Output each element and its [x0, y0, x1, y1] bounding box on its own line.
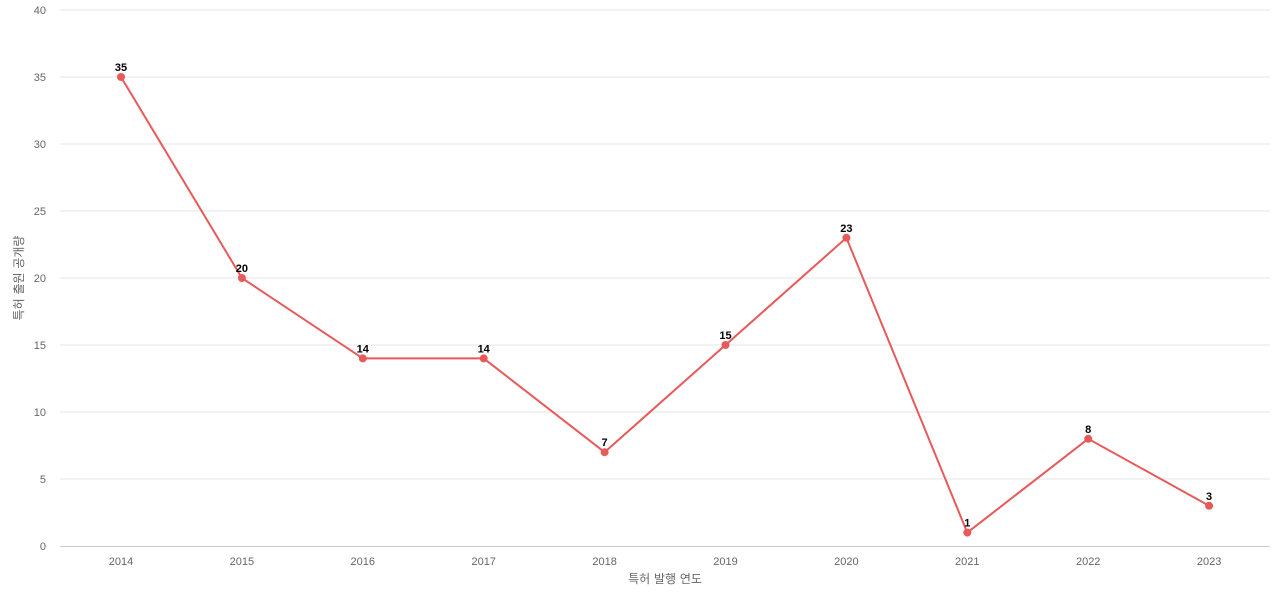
data-label: 7: [602, 437, 608, 449]
data-point[interactable]: [358, 354, 367, 363]
data-label: 15: [719, 330, 731, 342]
series-line: [120, 76, 1210, 535]
x-tick-label: 2023: [1197, 556, 1221, 568]
y-tick-label: 20: [34, 273, 46, 285]
data-point[interactable]: [842, 233, 851, 242]
data-labels: 35 20 14 14 7 15 23 1 8 3: [115, 62, 1212, 530]
y-tick-label: 15: [34, 340, 46, 352]
data-label: 23: [840, 223, 852, 235]
y-axis-title: 특허 출원 공개량: [12, 236, 26, 321]
data-label: 8: [1085, 424, 1091, 436]
x-tick-label: 2021: [955, 556, 979, 568]
data-label: 14: [357, 343, 370, 355]
data-point[interactable]: [1084, 434, 1093, 443]
y-tick-label: 10: [34, 407, 46, 419]
x-axis-title: 특허 발행 연도: [628, 571, 702, 586]
data-points: [117, 73, 1214, 537]
grid-lines: [60, 9, 1270, 480]
data-label: 14: [478, 343, 491, 355]
x-tick-label: 2014: [109, 556, 133, 568]
data-point[interactable]: [600, 448, 609, 457]
data-label: 35: [115, 62, 127, 74]
data-point[interactable]: [963, 528, 972, 537]
y-tick-label: 40: [34, 5, 46, 17]
x-tick-label: 2015: [230, 556, 254, 568]
x-tick-label: 2018: [592, 556, 616, 568]
x-tick-label: 2022: [1076, 556, 1100, 568]
x-tick-label: 2017: [471, 556, 495, 568]
y-tick-label: 25: [34, 206, 46, 218]
data-point[interactable]: [117, 73, 125, 81]
data-point[interactable]: [479, 354, 488, 363]
y-axis-ticks: 0 5 10 15 20 25 30 35 40: [34, 5, 46, 553]
y-tick-label: 5: [40, 474, 46, 486]
x-tick-label: 2020: [834, 556, 858, 568]
x-tick-label: 2019: [713, 556, 737, 568]
y-tick-label: 0: [40, 541, 46, 553]
data-label: 1: [964, 518, 970, 530]
y-tick-label: 30: [34, 139, 46, 151]
data-point[interactable]: [237, 274, 246, 282]
data-point[interactable]: [721, 341, 730, 349]
data-point[interactable]: [1205, 501, 1214, 510]
y-tick-label: 35: [34, 72, 46, 84]
x-axis-ticks: 2014 2015 2016 2017 2018 2019 2020 2021 2022 2023: [109, 556, 1222, 568]
x-tick-label: 2016: [351, 556, 375, 568]
data-label: 20: [236, 263, 248, 275]
data-label: 3: [1206, 491, 1212, 503]
